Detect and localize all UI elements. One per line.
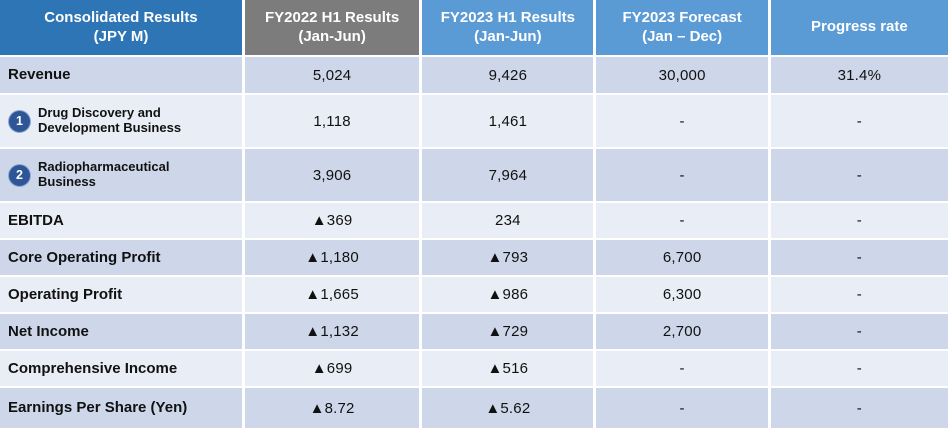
row-label: Comprehensive Income <box>8 359 178 377</box>
table-header-row: Consolidated Results (JPY M) FY2022 H1 R… <box>0 0 948 55</box>
progress-rate-value: 31.4% <box>770 57 948 93</box>
fy2023-h1-value: 9,426 <box>422 57 594 93</box>
row-label: Drug Discovery and Development Business <box>38 105 182 135</box>
fy2022-h1-value: ▲699 <box>244 351 420 386</box>
fy2023-h1-value: ▲729 <box>422 314 594 349</box>
progress-rate-value: - <box>770 95 948 147</box>
header-line2: (Jan – Dec) <box>642 27 723 45</box>
table-row: Revenue 5,024 9,426 30,000 31.4% <box>0 57 948 93</box>
fy2023-h1-value: 1,461 <box>422 95 594 147</box>
header-line1: FY2023 H1 Results <box>440 8 575 26</box>
fy2023-forecast-value: - <box>596 351 768 386</box>
number-badge-icon: 1 <box>8 109 31 133</box>
progress-rate-value: - <box>770 203 948 238</box>
row-label: Revenue <box>8 66 71 84</box>
progress-rate-value: - <box>770 351 948 386</box>
fy2023-h1-value: ▲5.62 <box>422 388 594 428</box>
fy2023-forecast-value: 6,300 <box>596 277 768 312</box>
table-row: Core Operating Profit ▲1,180 ▲793 6,700 … <box>0 240 948 275</box>
header-line2: (Jan-Jun) <box>474 27 542 45</box>
row-label-cell: Core Operating Profit <box>0 240 242 275</box>
header-fy2022-h1-results: FY2022 H1 Results (Jan-Jun) <box>244 0 420 55</box>
progress-rate-value: - <box>770 149 948 201</box>
fy2023-forecast-value: - <box>596 203 768 238</box>
row-label: Net Income <box>8 322 89 340</box>
progress-rate-value: - <box>770 277 948 312</box>
header-fy2023-h1-results: FY2023 H1 Results (Jan-Jun) <box>422 0 594 55</box>
fy2022-h1-value: ▲1,180 <box>244 240 420 275</box>
fy2022-h1-value: ▲8.72 <box>244 388 420 428</box>
row-label: Core Operating Profit <box>8 248 161 266</box>
fy2023-h1-value: 234 <box>422 203 594 238</box>
row-label-cell: 1 Drug Discovery and Development Busines… <box>0 95 242 147</box>
header-line2: (Jan-Jun) <box>298 27 366 45</box>
fy2023-h1-value: 7,964 <box>422 149 594 201</box>
row-label-cell: Comprehensive Income <box>0 351 242 386</box>
header-line1: FY2023 Forecast <box>622 8 742 26</box>
table-row: Earnings Per Share (Yen) ▲8.72 ▲5.62 - - <box>0 388 948 428</box>
row-label-cell: Operating Profit <box>0 277 242 312</box>
fy2023-h1-value: ▲986 <box>422 277 594 312</box>
header-consolidated-results: Consolidated Results (JPY M) <box>0 0 242 55</box>
table-row: EBITDA ▲369 234 - - <box>0 203 948 238</box>
fy2023-forecast-value: 30,000 <box>596 57 768 93</box>
fy2023-forecast-value: 6,700 <box>596 240 768 275</box>
fy2022-h1-value: 5,024 <box>244 57 420 93</box>
header-line1: Progress rate <box>811 18 908 36</box>
fy2022-h1-value: 1,118 <box>244 95 420 147</box>
row-label: Radiopharmaceutical Business <box>38 159 170 189</box>
row-label-cell: Net Income <box>0 314 242 349</box>
fy2023-forecast-value: - <box>596 149 768 201</box>
fy2022-h1-value: ▲1,665 <box>244 277 420 312</box>
row-label-cell: Earnings Per Share (Yen) <box>0 388 242 428</box>
progress-rate-value: - <box>770 388 948 428</box>
row-label: Earnings Per Share (Yen) <box>8 399 188 417</box>
progress-rate-value: - <box>770 314 948 349</box>
fy2022-h1-value: 3,906 <box>244 149 420 201</box>
fy2023-forecast-value: 2,700 <box>596 314 768 349</box>
table-row: Operating Profit ▲1,665 ▲986 6,300 - <box>0 277 948 312</box>
fy2023-h1-value: ▲516 <box>422 351 594 386</box>
row-label: EBITDA <box>8 211 64 229</box>
row-label-cell: 2 Radiopharmaceutical Business <box>0 149 242 201</box>
row-label-cell: EBITDA <box>0 203 242 238</box>
table-row: 1 Drug Discovery and Development Busines… <box>0 95 948 147</box>
fy2023-forecast-value: - <box>596 388 768 428</box>
header-line1: Consolidated Results <box>44 8 198 26</box>
row-label: Operating Profit <box>8 285 123 303</box>
header-progress-rate: Progress rate <box>770 0 948 55</box>
fy2022-h1-value: ▲369 <box>244 203 420 238</box>
header-line2: (JPY M) <box>93 27 149 45</box>
fy2022-h1-value: ▲1,132 <box>244 314 420 349</box>
table-row: Net Income ▲1,132 ▲729 2,700 - <box>0 314 948 349</box>
progress-rate-value: - <box>770 240 948 275</box>
row-label-cell: Revenue <box>0 57 242 93</box>
header-line1: FY2022 H1 Results <box>264 8 400 26</box>
fy2023-h1-value: ▲793 <box>422 240 594 275</box>
number-badge-icon: 2 <box>8 163 31 187</box>
table-row: 2 Radiopharmaceutical Business 3,906 7,9… <box>0 149 948 201</box>
table-row: Comprehensive Income ▲699 ▲516 - - <box>0 351 948 386</box>
fy2023-forecast-value: - <box>596 95 768 147</box>
header-fy2023-forecast: FY2023 Forecast (Jan – Dec) <box>596 0 768 55</box>
